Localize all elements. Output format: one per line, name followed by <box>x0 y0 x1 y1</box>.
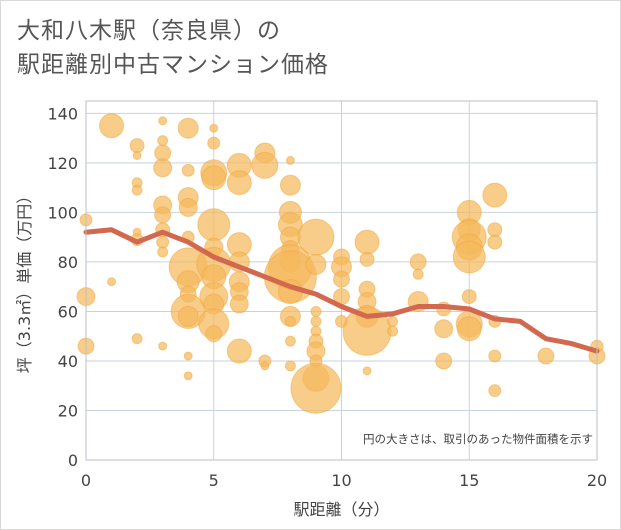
x-tick-label: 10 <box>331 471 351 490</box>
data-bubble <box>209 123 219 133</box>
chart-title-line-2: 駅距離別中古マンション価格 <box>17 52 329 78</box>
x-tick-label: 0 <box>81 471 91 490</box>
data-bubble <box>285 155 295 165</box>
plot-border <box>85 100 598 461</box>
data-bubble <box>461 289 477 305</box>
data-bubble <box>488 349 502 363</box>
chart-title-line-1: 大和八木駅（奈良県）の <box>17 18 281 44</box>
data-bubble <box>157 246 169 258</box>
data-bubble <box>158 116 168 126</box>
data-bubble <box>362 366 372 376</box>
data-bubble <box>487 234 503 250</box>
trend-line-layer <box>83 227 600 354</box>
y-tick-label: 60 <box>58 302 78 321</box>
data-bubble <box>158 341 168 351</box>
data-bubble <box>387 325 399 337</box>
data-bubble <box>177 117 199 139</box>
y-tick-label: 140 <box>47 104 78 123</box>
data-bubble <box>310 315 322 327</box>
data-bubble <box>412 268 424 280</box>
data-bubble <box>333 270 350 288</box>
data-bubble <box>251 151 279 179</box>
data-bubble <box>359 251 375 267</box>
data-bubble <box>482 182 508 208</box>
chart-title: 大和八木駅（奈良県）の 駅距離別中古マンション価格 <box>17 14 329 82</box>
y-tick-label: 0 <box>68 451 78 470</box>
data-bubble <box>197 208 231 242</box>
data-bubble <box>201 165 227 191</box>
data-bubble <box>153 158 173 178</box>
data-bubble <box>154 206 172 224</box>
data-bubble <box>178 197 198 217</box>
axes: 0 5 10 15 20 0 20 40 60 80 100 120 140 <box>47 100 607 490</box>
data-bubble <box>181 163 195 177</box>
data-bubble <box>435 352 453 370</box>
size-note: 円の大きさは、取引のあった物件面積を示す <box>363 432 593 446</box>
data-bubble <box>207 136 221 150</box>
data-bubble <box>284 315 296 327</box>
data-bubble <box>279 174 301 196</box>
data-bubble <box>226 338 252 364</box>
data-bubble <box>284 335 296 347</box>
y-tick-label: 100 <box>47 203 78 222</box>
data-bubble <box>260 361 270 371</box>
data-bubble <box>290 362 342 414</box>
data-bubble <box>131 184 143 196</box>
data-bubble <box>284 360 296 372</box>
data-bubble <box>183 371 193 381</box>
y-tick-label: 20 <box>58 401 78 420</box>
data-bubble <box>157 135 169 147</box>
data-bubble <box>99 113 125 139</box>
data-bubble <box>132 150 142 160</box>
x-tick-label: 20 <box>587 471 607 490</box>
average-price-line <box>83 227 600 354</box>
bubble-layer <box>76 113 606 414</box>
data-bubble <box>452 240 486 274</box>
x-axis-label: 駅距離（分） <box>293 500 389 519</box>
data-bubble <box>229 294 249 314</box>
data-bubble <box>183 351 193 361</box>
data-bubble <box>488 384 502 398</box>
data-bubble <box>305 253 327 275</box>
data-bubble <box>297 218 335 256</box>
data-bubble <box>131 333 143 345</box>
data-bubble <box>129 138 145 154</box>
data-bubble <box>387 315 399 327</box>
y-tick-label: 40 <box>58 352 78 371</box>
data-bubble <box>177 305 199 327</box>
y-axis-label: 坪（3.3㎡）単価（万円） <box>15 188 34 373</box>
data-bubble <box>537 347 555 365</box>
data-bubble <box>156 235 170 249</box>
x-tick-label: 15 <box>459 471 479 490</box>
y-tick-label: 80 <box>58 253 78 272</box>
data-bubble <box>434 319 454 339</box>
data-bubble <box>354 229 380 255</box>
x-tick-label: 5 <box>209 471 219 490</box>
y-tick-label: 120 <box>47 154 78 173</box>
data-bubble <box>226 170 252 196</box>
data-bubble <box>409 253 427 271</box>
data-bubble <box>205 325 223 343</box>
data-bubble <box>456 316 482 342</box>
data-bubble <box>310 305 322 317</box>
data-bubble <box>107 277 117 287</box>
